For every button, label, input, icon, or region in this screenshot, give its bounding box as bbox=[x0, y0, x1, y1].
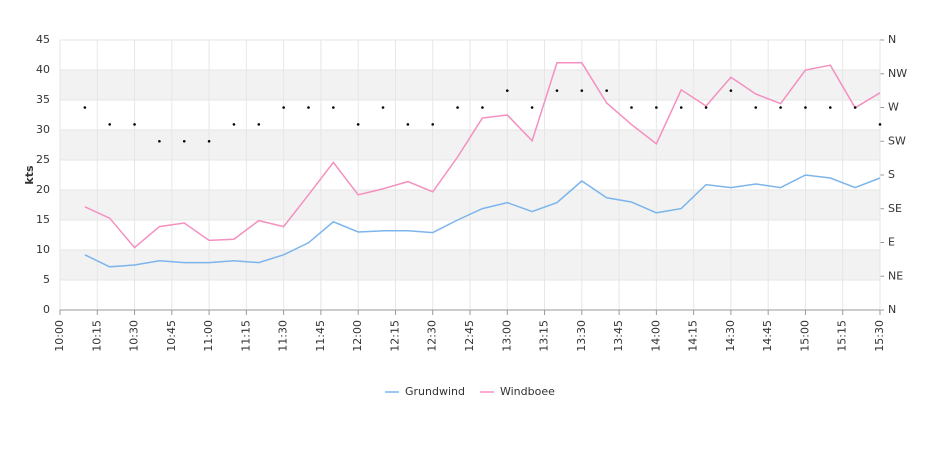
direction-dot bbox=[207, 139, 211, 143]
direction-dot bbox=[655, 106, 658, 109]
direction-dot bbox=[679, 106, 683, 109]
x-tick-label: 11:00 bbox=[202, 320, 215, 352]
x-tick-label: 10:45 bbox=[165, 320, 178, 352]
y-tick-label: 0 bbox=[43, 303, 50, 316]
direction-dot bbox=[83, 106, 87, 109]
direction-dot bbox=[630, 106, 633, 109]
y-tick-label: 5 bbox=[43, 273, 50, 286]
y2-tick-label: SW bbox=[888, 134, 906, 147]
y-tick-label: 35 bbox=[36, 93, 50, 106]
legend-label: Windboee bbox=[500, 385, 555, 398]
direction-dot bbox=[853, 106, 857, 109]
direction-dot bbox=[605, 89, 608, 92]
x-tick-label: 13:15 bbox=[538, 320, 551, 352]
direction-dot bbox=[356, 123, 360, 126]
direction-dot bbox=[257, 123, 261, 126]
x-tick-label: 15:15 bbox=[836, 320, 849, 352]
direction-dot bbox=[829, 106, 832, 109]
y2-tick-label: SE bbox=[888, 202, 902, 215]
x-tick-label: 12:45 bbox=[463, 320, 476, 352]
direction-dot bbox=[754, 106, 758, 109]
x-tick-label: 12:15 bbox=[388, 320, 401, 352]
y-axis-label: kts bbox=[23, 165, 36, 185]
x-tick-label: 11:30 bbox=[277, 320, 290, 352]
y-tick-label: 40 bbox=[36, 63, 50, 76]
direction-dot bbox=[232, 123, 236, 126]
y-tick-label: 30 bbox=[36, 123, 50, 136]
direction-dot bbox=[133, 123, 136, 126]
x-tick-label: 10:30 bbox=[128, 320, 141, 352]
x-tick-label: 13:45 bbox=[612, 320, 625, 352]
direction-dot bbox=[729, 89, 733, 92]
series-line bbox=[84, 174, 881, 268]
x-tick-label: 14:15 bbox=[687, 320, 700, 352]
y-tick-label: 10 bbox=[36, 243, 50, 256]
direction-dot bbox=[505, 89, 509, 92]
direction-dot bbox=[804, 106, 807, 109]
y-tick-label: 25 bbox=[36, 153, 50, 166]
x-tick-label: 10:15 bbox=[90, 320, 103, 352]
y-tick-label: 20 bbox=[36, 183, 50, 196]
x-tick-label: 15:30 bbox=[873, 320, 886, 352]
direction-dot bbox=[307, 106, 310, 109]
x-tick-label: 12:00 bbox=[351, 320, 364, 352]
direction-dot bbox=[282, 106, 285, 109]
direction-dot bbox=[108, 123, 111, 126]
direction-dot bbox=[431, 123, 435, 126]
direction-dot bbox=[878, 123, 882, 126]
x-tick-label: 10:00 bbox=[53, 320, 66, 352]
direction-dot bbox=[381, 106, 385, 109]
y2-tick-label: N bbox=[888, 303, 896, 316]
y2-tick-label: N bbox=[888, 33, 896, 46]
x-tick-label: 15:00 bbox=[798, 320, 811, 352]
series-line bbox=[84, 62, 881, 249]
direction-dot bbox=[580, 89, 584, 92]
y2-tick-label: S bbox=[888, 168, 895, 181]
direction-dot bbox=[332, 106, 335, 109]
x-tick-label: 13:00 bbox=[500, 320, 513, 352]
x-tick-label: 11:15 bbox=[239, 320, 252, 352]
x-tick-label: 14:30 bbox=[724, 320, 737, 352]
direction-dot bbox=[406, 123, 410, 126]
y-tick-label: 45 bbox=[36, 33, 50, 46]
x-tick-label: 12:30 bbox=[426, 320, 439, 352]
y2-tick-label: W bbox=[888, 101, 899, 114]
direction-dot bbox=[456, 106, 459, 109]
legend-label: Grundwind bbox=[405, 385, 465, 398]
direction-dot bbox=[704, 106, 708, 109]
x-tick-label: 14:45 bbox=[761, 320, 774, 352]
y2-tick-label: E bbox=[888, 236, 895, 249]
x-tick-label: 13:30 bbox=[575, 320, 588, 352]
direction-dot bbox=[530, 106, 534, 109]
x-tick-label: 11:45 bbox=[314, 320, 327, 352]
direction-dot bbox=[779, 106, 782, 109]
direction-dot bbox=[481, 106, 484, 109]
direction-dot bbox=[182, 139, 186, 143]
direction-dot bbox=[555, 89, 559, 92]
direction-dot bbox=[158, 139, 161, 143]
y2-tick-label: NE bbox=[888, 269, 903, 282]
y-tick-label: 15 bbox=[36, 213, 50, 226]
x-tick-label: 14:00 bbox=[649, 320, 662, 352]
y2-tick-label: NW bbox=[888, 67, 907, 80]
